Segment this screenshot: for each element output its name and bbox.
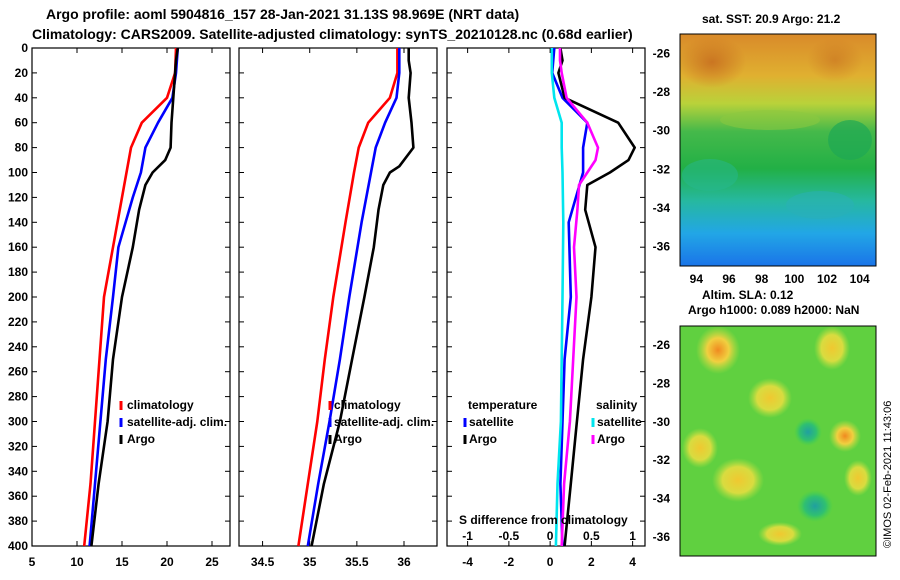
temperature-legend: climatology satellite-adj. clim. Argo [119,398,227,446]
y-tick-label: 140 [8,215,28,229]
y-tick-label: 360 [8,489,28,503]
y-tick-label: 160 [8,240,28,254]
x-tick-label: 4 [629,555,636,569]
legend-t-argo-label: Argo [469,432,497,446]
legend-salinity-title: salinity [596,398,638,412]
lon-tick-label: 98 [755,272,769,286]
x-tick-label: 35 [303,555,317,569]
y-tick-label: 260 [8,365,28,379]
x-tick-label: -2 [504,555,515,569]
y-tick-label: 300 [8,415,28,429]
legend-t-satellite-label: satellite [469,415,514,429]
legend-satellite-label: satellite-adj. clim. [127,415,227,429]
x-tick-label: 0 [547,555,554,569]
x-tick-label: -4 [462,555,473,569]
x2-tick-label: -1 [462,529,473,543]
sst-map-title: sat. SST: 20.9 Argo: 21.2 [702,12,841,26]
lat-tick-label: -28 [653,377,671,391]
legend-satellite-label: satellite-adj. clim. [334,415,434,429]
series-argo-line [90,47,180,547]
y-tick-label: 240 [8,340,28,354]
height-map-title: Argo h1000: 0.089 h2000: NaN [688,303,860,317]
lat-tick-label: -32 [653,453,671,467]
y-tick-label: 340 [8,464,28,478]
legend-argo-label: Argo [127,432,155,446]
x2-tick-label: 0.5 [583,529,600,543]
sla-map [680,326,876,556]
series-temperature-satellite-line [550,47,589,547]
salinity-panel-frame [238,47,438,547]
y-tick-label: 380 [8,514,28,528]
y-tick-label: 0 [21,41,28,55]
sla-map-title: Altim. SLA: 0.12 [702,288,794,302]
series-climatology-line [297,48,399,547]
legend-climatology-label: climatology [334,398,401,412]
lat-tick-label: -34 [653,201,671,215]
y-tick-label: 320 [8,439,28,453]
y-tick-label: 20 [15,66,29,80]
y-tick-label: 80 [15,141,29,155]
x-tick-label: 20 [160,555,174,569]
x2-tick-label: 1 [629,529,636,543]
series-satellite-adj-clim-line [88,47,180,547]
legend-climatology-label: climatology [127,398,194,412]
y-tick-label: 60 [15,116,29,130]
x-tick-label: 25 [205,555,219,569]
y-tick-label: 100 [8,166,28,180]
x2-tick-label: -0.5 [499,529,520,543]
lat-tick-label: -36 [653,240,671,254]
y-tick-label: 200 [8,290,28,304]
legend-argo-label: Argo [334,432,362,446]
lat-tick-label: -28 [653,85,671,99]
lon-tick-label: 104 [850,272,870,286]
difference-axis-title: S difference from climatology [459,513,628,527]
y-tick-label: 180 [8,265,28,279]
x-tick-label: 15 [115,555,129,569]
y-tick-label: 400 [8,539,28,553]
y-tick-label: 120 [8,190,28,204]
legend-s-satellite-label: satellite [597,415,642,429]
lon-tick-label: 102 [817,272,837,286]
x-tick-label: 5 [29,555,36,569]
series-temperature-argo-line [557,47,637,547]
temperature-panel-frame [31,47,231,547]
lat-tick-label: -34 [653,492,671,506]
x2-tick-label: 0 [547,529,554,543]
lat-tick-label: -26 [653,46,671,60]
lat-tick-label: -36 [653,530,671,544]
lat-tick-label: -30 [653,124,671,138]
series-climatology-line [82,47,178,547]
lon-tick-label: 100 [784,272,804,286]
legend-temperature-title: temperature [468,398,538,412]
x-tick-label: 35.5 [345,555,369,569]
lon-tick-label: 96 [722,272,736,286]
figure-subtitle: Climatology: CARS2009. Satellite-adjuste… [32,26,633,42]
salinity-legend: climatology satellite-adj. clim. Argo [328,398,434,446]
lat-tick-label: -32 [653,162,671,176]
difference-legend: temperature satellite Argo salinity sate… [463,398,642,446]
legend-s-argo-label: Argo [597,432,625,446]
x-tick-label: 10 [70,555,84,569]
x-tick-label: 36 [397,555,411,569]
series-satellite-adj-clim-line [306,48,401,547]
lon-tick-label: 94 [690,272,704,286]
series-argo-line [310,48,415,547]
y-tick-label: 220 [8,315,28,329]
y-tick-label: 40 [15,91,29,105]
series-salinity-argo-line [558,48,600,547]
x-tick-label: 2 [588,555,595,569]
sst-map-frame [679,33,877,267]
figure-title: Argo profile: aoml 5904816_157 28-Jan-20… [46,6,520,22]
sst-map [678,34,876,266]
lat-tick-label: -26 [653,338,671,352]
lat-tick-label: -30 [653,415,671,429]
sla-map-frame [679,325,877,557]
x-tick-label: 34.5 [251,555,275,569]
series-salinity-satellite-line [550,48,565,547]
y-tick-label: 280 [8,390,28,404]
